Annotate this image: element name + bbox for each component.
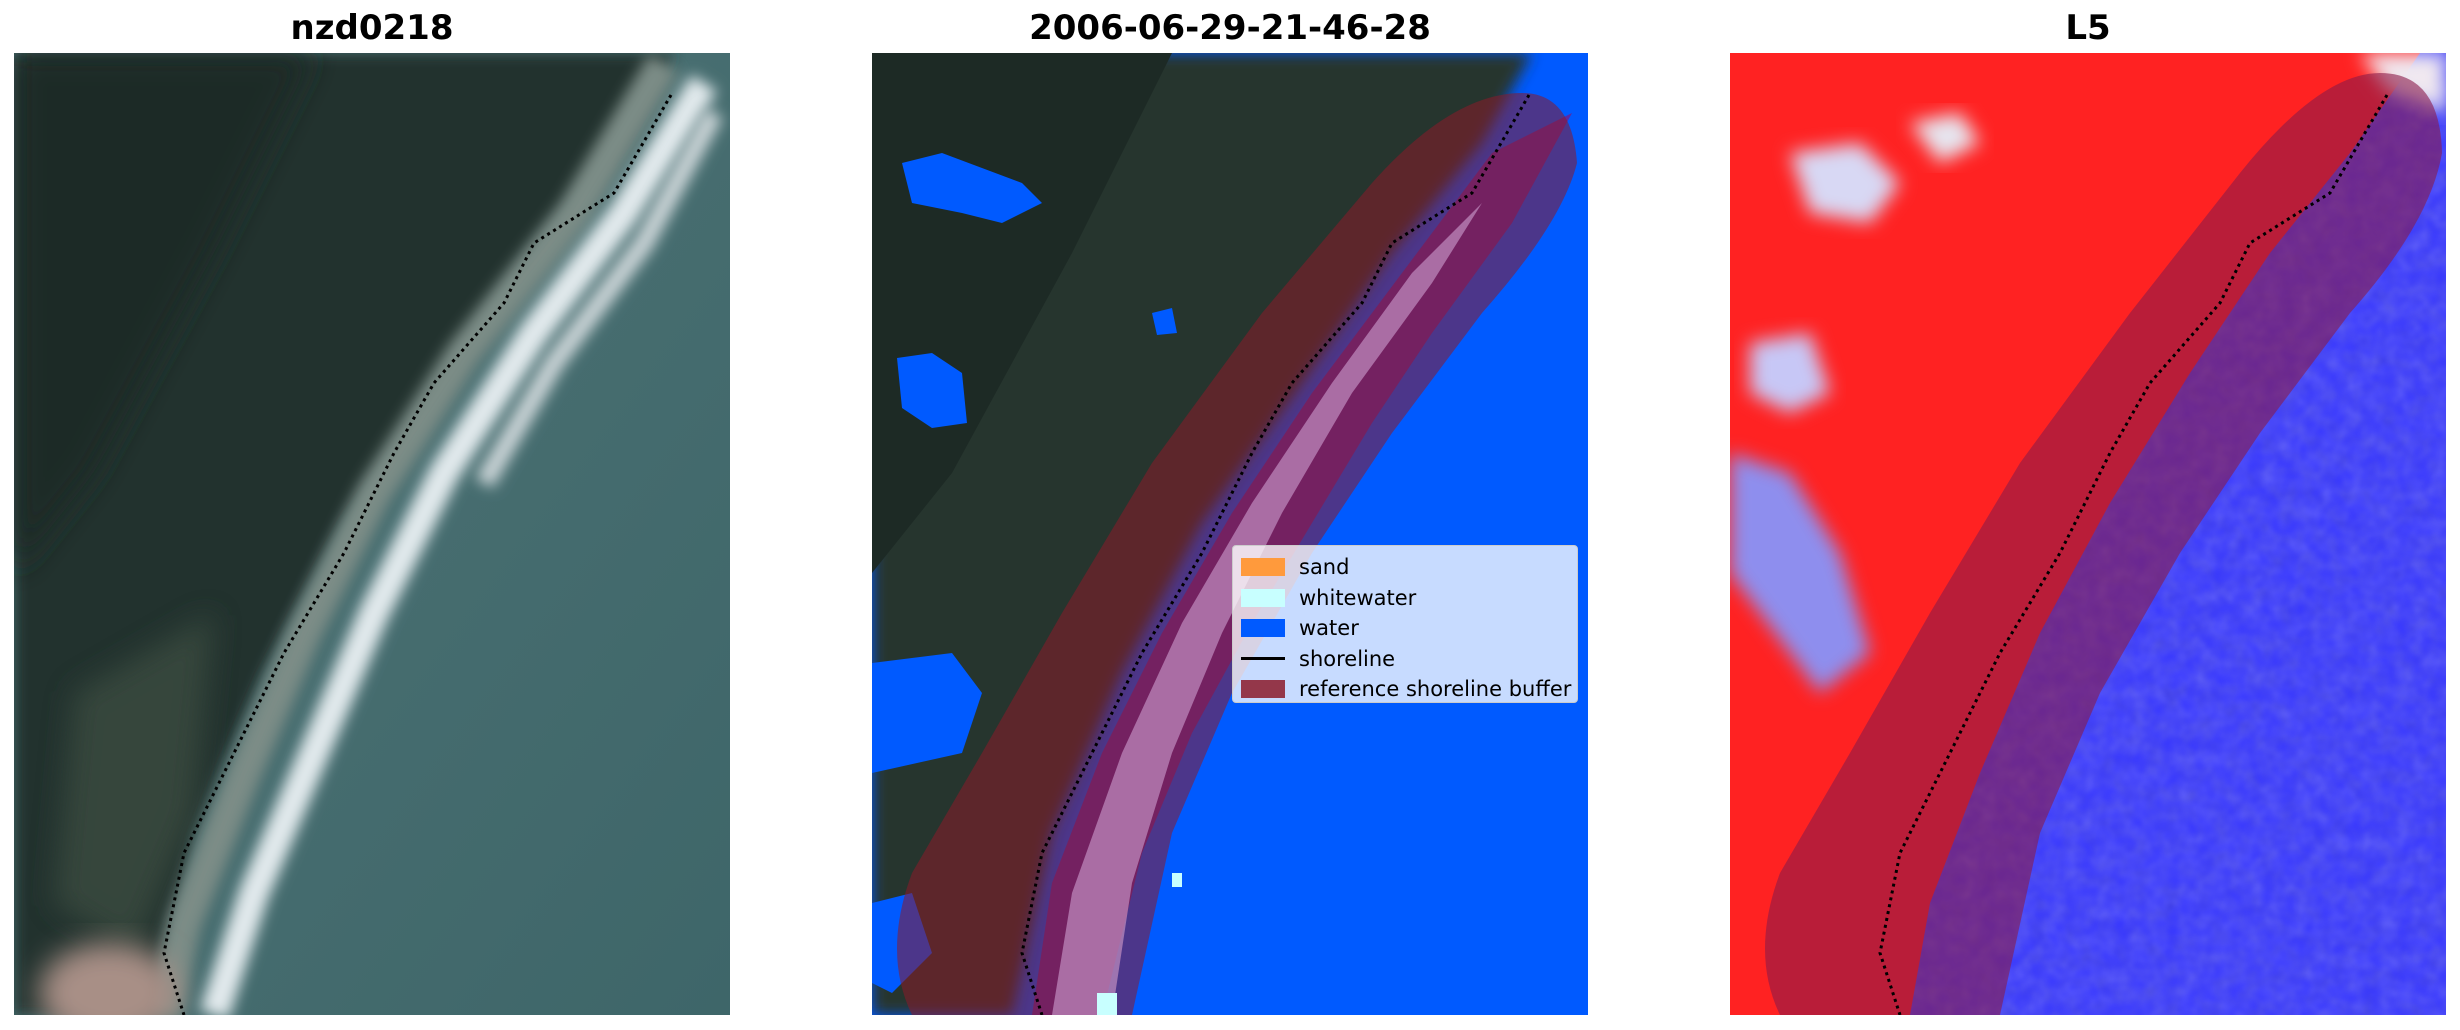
rgb-image-panel xyxy=(14,53,730,1015)
classified-image-panel xyxy=(872,53,1588,1015)
rgb-satellite-image xyxy=(14,53,730,1015)
legend-label: whitewater xyxy=(1299,585,1417,610)
water-index-image xyxy=(1730,53,2446,1015)
legend-item-water: water xyxy=(1241,613,1569,644)
legend-label: shoreline xyxy=(1299,646,1396,671)
classified-map xyxy=(872,53,1588,1015)
panel-title-rgb: nzd0218 xyxy=(290,8,454,48)
legend-label: sand xyxy=(1299,555,1350,580)
legend: sand whitewater water shoreline referenc… xyxy=(1232,545,1578,703)
index-image-panel xyxy=(1730,53,2446,1015)
legend-item-reference-buffer: reference shoreline buffer xyxy=(1241,674,1572,705)
panel-title-classified: 2006-06-29-21-46-28 xyxy=(1029,8,1431,48)
panel-title-index: L5 xyxy=(2065,8,2111,48)
legend-swatch-water xyxy=(1241,619,1285,638)
legend-item-sand: sand xyxy=(1241,552,1569,583)
legend-label: reference shoreline buffer xyxy=(1299,677,1572,702)
legend-swatch-sand xyxy=(1241,558,1285,577)
legend-swatch-reference-buffer xyxy=(1241,680,1285,699)
legend-label: water xyxy=(1299,616,1359,641)
legend-swatch-shoreline xyxy=(1241,657,1285,661)
legend-item-whitewater: whitewater xyxy=(1241,583,1569,614)
legend-item-shoreline: shoreline xyxy=(1241,644,1569,675)
legend-swatch-whitewater xyxy=(1241,588,1285,607)
